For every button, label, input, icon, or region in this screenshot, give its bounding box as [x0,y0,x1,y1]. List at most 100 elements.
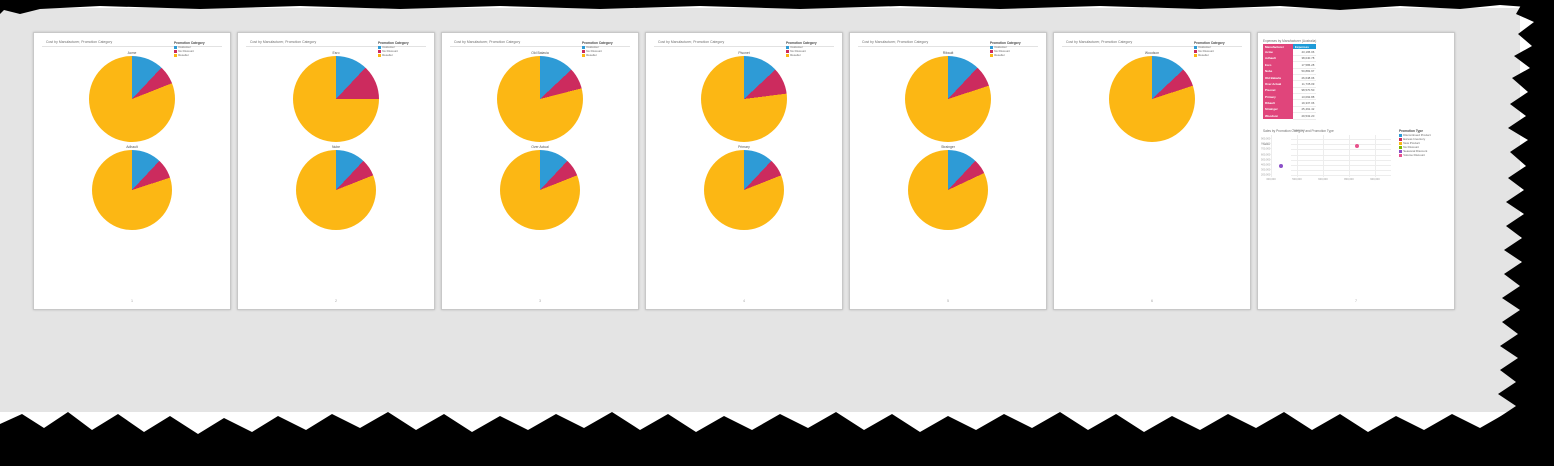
pie-chart[interactable] [89,56,175,142]
column-header-expenses[interactable]: Expenses [1292,44,1317,50]
legend-title: Promotion Category [1194,41,1225,45]
pie-chart[interactable] [497,56,583,142]
legend-item[interactable]: Reseller [1194,53,1244,58]
pie-chart-block: Acme [34,51,230,147]
legend-item[interactable]: Reseller [582,53,632,58]
page-strip: Cost by Manufacturer, Promotion Category… [33,32,1455,310]
table-row[interactable]: Strainger 25,491.42 [1263,106,1317,114]
report-page[interactable]: Cost by Manufacturer, Promotion Category… [33,32,231,310]
legend-item[interactable]: Reseller [378,52,428,58]
pie-chart-label: Woodson [1144,51,1160,55]
y-axis-tick-label: 700,000 [1261,147,1271,151]
legend-item[interactable]: Volume Discount [1399,153,1453,158]
table-row[interactable]: Ribault 19,337.06 [1263,99,1317,107]
legend-swatch-icon [990,46,993,50]
legend-item[interactable]: Discontinued Product [1399,133,1453,138]
table-row[interactable]: Over Actual 11,735.09 [1263,80,1317,88]
pie-chart[interactable] [296,150,376,230]
page-number: 6 [1151,299,1153,303]
page-number: 3 [539,299,541,303]
title-divider [858,46,1038,47]
pie-chart-label: Pisonet [738,51,750,55]
legend-item[interactable]: No Discount [786,48,836,54]
page-number: 5 [947,299,949,303]
y-axis-tick-label: 900,000 [1261,137,1271,141]
legend-item-label: Excess Inventory [1403,136,1426,141]
table-row[interactable]: Old Batavia 26,648.06 [1263,74,1317,82]
gridline-vertical [1349,135,1350,177]
pie-chart[interactable] [704,150,784,230]
cell-expenses: 50,882.97 [1292,68,1317,75]
cell-expenses: 17,586.28 [1292,61,1317,69]
pie-chart-block: Nube [238,145,434,235]
table-row[interactable]: Pisonet 98,570.50 [1263,87,1317,95]
legend-item-label: No Discount [790,48,806,53]
pie-chart-block: Strainger [850,145,1046,235]
pie-chart-block: Woodson [1054,51,1250,147]
legend-item[interactable]: Customer [1194,45,1244,50]
legend-item[interactable]: Customer [990,45,1040,50]
legend-item[interactable]: No Discount [582,49,632,54]
column-header-manufacturer[interactable]: Manufacturer [1263,44,1293,50]
legend-item[interactable]: No Discount [174,49,224,54]
legend-item[interactable]: Reseller [174,53,224,58]
scatter-series-label: Customer [1293,128,1305,132]
pie-chart-block: Adhault [34,145,230,235]
legend-item[interactable]: Customer [786,45,836,50]
report-page[interactable]: Cost by Manufacturer, Promotion Category… [1053,32,1251,310]
scatter-plot-area[interactable]: 900,000 800,000 700,000 600,000 500,000 … [1261,135,1393,185]
legend-item-label: Reseller [382,52,393,57]
pie-chart-label: Adhault [126,145,138,149]
legend-item[interactable]: Excess Inventory [1399,136,1453,142]
table-row[interactable]: Nube 50,882.97 [1263,68,1317,75]
promotion-category-legend: Promotion Category Customer No Discount … [1194,41,1244,58]
report-page[interactable]: Cost by Manufacturer, Promotion Category… [645,32,843,310]
table-row[interactable]: Esro 17,586.28 [1263,61,1317,69]
pie-chart[interactable] [293,56,379,142]
cell-expenses: 25,491.42 [1292,106,1317,114]
legend-item[interactable]: Customer [378,45,428,50]
legend-item[interactable]: No Discount [1399,145,1453,150]
gridline-vertical [1297,135,1298,177]
pie-chart[interactable] [905,56,991,142]
legend-item[interactable]: Customer [582,45,632,50]
table-header-row: Manufacturer Expenses [1263,44,1317,50]
x-axis-tick-label: 800,000 [1344,178,1354,181]
legend-item[interactable]: No Discount [990,49,1040,54]
legend-item[interactable]: New Product [1399,140,1453,146]
cell-manufacturer: Primary [1263,93,1293,100]
legend-item[interactable]: No Discount [378,49,428,54]
scatter-point[interactable] [1354,144,1359,148]
legend-item[interactable]: Reseller [786,53,836,58]
report-page[interactable]: Cost by Manufacturer, Promotion Category… [849,32,1047,310]
legend-item[interactable]: No Discount [1194,49,1244,54]
scatter-point[interactable] [1279,164,1284,168]
pie-chart-label: Ribault [942,51,954,55]
x-axis-tick-label: 300,000 [1266,178,1276,181]
pie-chart[interactable] [500,150,580,230]
pie-chart[interactable] [1109,56,1195,142]
report-page[interactable]: Cost by Manufacturer, Promotion Category… [237,32,435,310]
report-page[interactable]: Cost by Manufacturer, Promotion Category… [441,32,639,310]
pie-chart[interactable] [908,150,988,230]
legend-item[interactable]: Seasonal Discount [1399,149,1453,154]
cell-expenses: 26,648.06 [1292,74,1317,82]
table-row[interactable]: Adhault 38,040.78 [1263,55,1317,63]
pie-chart[interactable] [92,150,172,230]
legend-swatch-icon [990,50,993,54]
y-axis-tick-label: 500,000 [1261,158,1271,162]
legend-swatch-icon [1194,46,1197,50]
table-row[interactable]: Primary 13,092.88 [1263,93,1317,101]
legend-item-label: Reseller [994,52,1005,57]
pie-chart-label: Over Actual [531,145,549,149]
legend-item[interactable]: Reseller [990,52,1040,58]
legend-item-label: New Product [1403,140,1420,145]
table-row[interactable]: Woodson 29,532.20 [1263,112,1317,120]
title-divider [450,46,630,47]
expenses-table[interactable]: Expenses by Manufacturer (Australia) Man… [1263,39,1317,120]
legend-item[interactable]: Customer [174,45,224,50]
report-page-summary[interactable]: Expenses by Manufacturer (Australia) Man… [1257,32,1455,310]
pie-chart[interactable] [701,56,787,142]
table-row[interactable]: Acme 43,195.06 [1263,49,1317,56]
legend-item-label: Customer [586,45,599,49]
